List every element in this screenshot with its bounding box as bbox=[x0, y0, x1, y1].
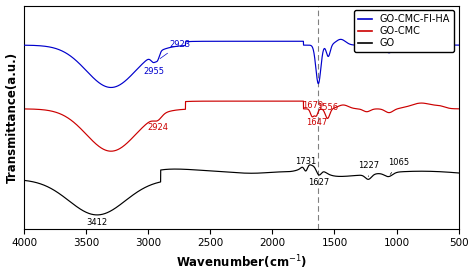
Y-axis label: Transmittance(a.u.): Transmittance(a.u.) bbox=[6, 52, 18, 183]
Text: 2955: 2955 bbox=[143, 67, 164, 76]
Text: 1731: 1731 bbox=[295, 157, 317, 166]
Text: 1227: 1227 bbox=[358, 161, 379, 176]
Legend: GO-CMC-FI-HA, GO-CMC, GO: GO-CMC-FI-HA, GO-CMC, GO bbox=[354, 11, 454, 52]
Text: 1065: 1065 bbox=[389, 158, 410, 175]
Text: 2924: 2924 bbox=[147, 123, 168, 132]
Text: 1627: 1627 bbox=[308, 178, 329, 187]
Text: 3412: 3412 bbox=[87, 218, 108, 227]
X-axis label: Wavenumber(cm$^{-1}$): Wavenumber(cm$^{-1}$) bbox=[176, 254, 307, 271]
Text: 2923: 2923 bbox=[160, 40, 191, 58]
Text: 1647: 1647 bbox=[306, 119, 327, 127]
Text: 1679: 1679 bbox=[301, 101, 323, 110]
Text: 1556: 1556 bbox=[317, 102, 338, 112]
